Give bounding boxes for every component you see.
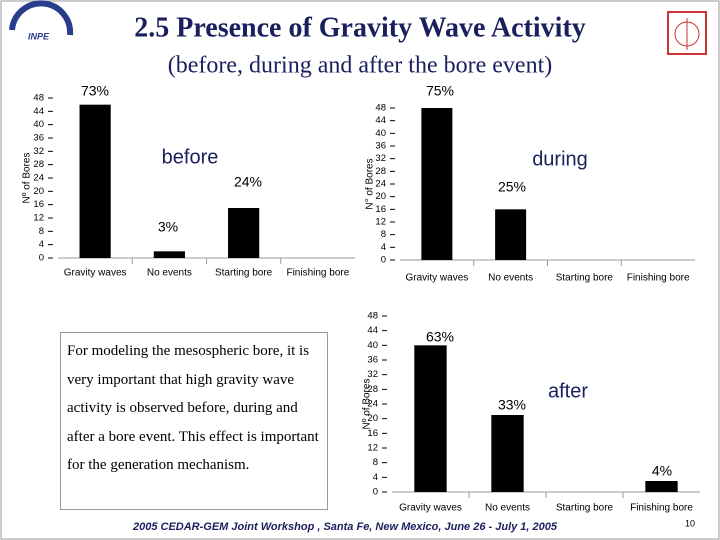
annotation: 24% <box>234 174 262 190</box>
y-axis-label: Nº of Bores <box>362 379 373 430</box>
bar <box>153 251 185 258</box>
y-tick-label: 20 <box>375 191 386 202</box>
y-tick-label: 32 <box>33 146 44 157</box>
y-tick-label: 28 <box>367 384 378 395</box>
y-tick-label: 32 <box>367 369 378 380</box>
y-axis-label: N° of Bores <box>365 158 376 209</box>
annotation: 3% <box>158 219 178 235</box>
annotation: 75% <box>426 83 454 99</box>
y-tick-label: 0 <box>373 487 378 498</box>
subtitle: (before, during and after the bore event… <box>168 53 552 79</box>
y-tick-label: 0 <box>39 253 44 264</box>
x-tick-label: Finishing bore <box>286 268 349 279</box>
title: 2.5 Presence of Gravity Wave Activity <box>134 12 586 43</box>
x-tick-label: No events <box>485 503 530 514</box>
bar <box>495 209 527 260</box>
y-tick-label: 24 <box>33 173 44 184</box>
y-tick-label: 44 <box>375 115 386 126</box>
page-number: 10 <box>685 518 695 528</box>
y-tick-label: 0 <box>381 255 386 266</box>
y-tick-label: 48 <box>33 93 44 104</box>
bar <box>228 208 260 258</box>
y-tick-label: 24 <box>367 399 378 410</box>
x-tick-label: Gravity waves <box>405 273 468 284</box>
y-tick-label: 40 <box>367 340 378 351</box>
x-tick-label: Gravity waves <box>64 268 127 279</box>
footer: 2005 CEDAR-GEM Joint Workshop , Santa Fe… <box>132 521 558 533</box>
y-tick-label: 4 <box>373 472 378 483</box>
annotation: 73% <box>81 83 109 99</box>
annotation: during <box>532 148 588 170</box>
y-tick-label: 8 <box>373 457 378 468</box>
y-tick-label: 4 <box>39 239 44 250</box>
x-tick-label: No events <box>488 273 533 284</box>
y-tick-label: 20 <box>367 413 378 424</box>
bar <box>79 104 111 259</box>
x-tick-label: Gravity waves <box>399 503 462 514</box>
bar <box>491 415 524 492</box>
bar <box>645 481 678 492</box>
annotation: 63% <box>426 329 454 345</box>
y-tick-label: 12 <box>375 217 386 228</box>
y-axis-label: Nº of Bores <box>22 153 33 204</box>
annotation: before <box>162 146 219 168</box>
y-tick-label: 48 <box>375 103 386 114</box>
y-tick-label: 28 <box>375 166 386 177</box>
x-tick-label: No events <box>147 268 192 279</box>
svg-text:INPE: INPE <box>28 31 50 41</box>
logo-left: INPE <box>9 0 74 41</box>
y-tick-label: 4 <box>381 242 386 253</box>
y-tick-label: 40 <box>33 119 44 130</box>
y-tick-label: 16 <box>33 199 44 210</box>
y-tick-label: 28 <box>33 159 44 170</box>
y-tick-label: 24 <box>375 179 386 190</box>
y-tick-label: 40 <box>375 128 386 139</box>
y-tick-label: 8 <box>39 226 44 237</box>
y-tick-label: 36 <box>375 141 386 152</box>
y-tick-label: 12 <box>367 443 378 454</box>
x-tick-label: Starting bore <box>215 268 273 279</box>
logo-right <box>667 11 707 55</box>
y-tick-label: 12 <box>33 213 44 224</box>
y-tick-label: 20 <box>33 186 44 197</box>
y-tick-label: 8 <box>381 229 386 240</box>
x-tick-label: Finishing bore <box>630 503 693 514</box>
y-tick-label: 36 <box>33 133 44 144</box>
y-tick-label: 32 <box>375 153 386 164</box>
y-tick-label: 48 <box>367 311 378 322</box>
annotation: 25% <box>498 179 526 195</box>
y-tick-label: 16 <box>367 428 378 439</box>
y-tick-label: 36 <box>367 355 378 366</box>
annotation: after <box>548 380 588 402</box>
bar <box>421 108 453 260</box>
annotation: 33% <box>498 397 526 413</box>
annotation: 4% <box>652 463 672 479</box>
y-tick-label: 44 <box>33 106 44 117</box>
x-tick-label: Starting bore <box>556 273 614 284</box>
y-tick-label: 44 <box>367 325 378 336</box>
y-tick-label: 16 <box>375 204 386 215</box>
text-box: For modeling the mesospheric bore, it is… <box>60 332 328 510</box>
x-tick-label: Starting bore <box>556 503 614 514</box>
x-tick-label: Finishing bore <box>627 273 690 284</box>
bar <box>414 345 447 492</box>
